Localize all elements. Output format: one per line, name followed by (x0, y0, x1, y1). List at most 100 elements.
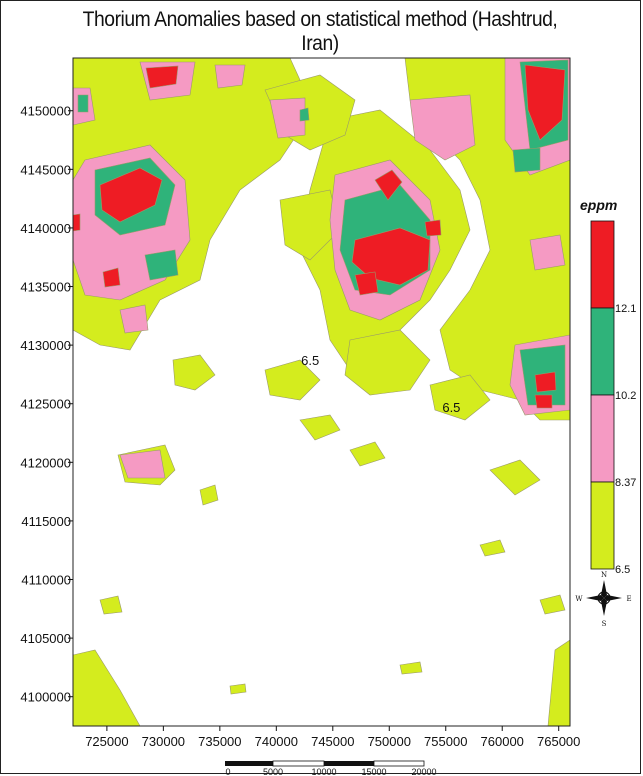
anomaly-low-patch (539, 594, 566, 615)
anomaly-high-patch (77, 94, 89, 113)
anomaly-low-patch (73, 649, 141, 726)
anomaly-top-patch (424, 219, 442, 237)
y-tick-label: 4150000 (20, 104, 71, 119)
legend-unit: eppm (580, 197, 617, 213)
scale-label: 20000 (411, 767, 436, 776)
y-tick-label: 4110000 (21, 573, 71, 588)
anomaly-mid-patch (214, 64, 246, 89)
anomaly-low-patch (429, 374, 491, 421)
anomaly-low-patch (199, 484, 219, 506)
x-tick-label: 725000 (85, 734, 128, 749)
compass-n: N (601, 571, 607, 579)
scale-label: 0 (225, 767, 230, 776)
anomaly-high-patch (512, 147, 541, 173)
x-tick-label: 750000 (368, 734, 411, 749)
compass-east-arrow (604, 595, 622, 601)
anomaly-top-patch (99, 167, 163, 223)
scale-segment-4 (373, 760, 425, 767)
anomaly-low-patch (172, 354, 216, 391)
anomaly-low-patch (344, 329, 431, 396)
anomaly-high-patch (144, 249, 179, 281)
legend-swatches (590, 220, 615, 570)
anomaly-top-patch (534, 394, 553, 409)
compass-rose: N S E W (575, 571, 631, 628)
contour-label: 6.5 (301, 353, 319, 368)
x-axis: 725000 730000 735000 740000 745000 750000 7550… (85, 726, 580, 749)
anomaly-map-layer (73, 58, 570, 726)
anomaly-top-patch (145, 65, 179, 89)
anomaly-top-patch (374, 169, 403, 201)
y-tick-label: 4130000 (20, 338, 71, 353)
y-tick-label: 4125000 (20, 397, 71, 412)
anomaly-mid-patch (269, 97, 306, 139)
contour-labels: 6.5 6.5 (301, 353, 460, 415)
y-axis: 4100000 4105000 4110000 4115000 4120000 41250… (20, 104, 73, 705)
y-tick-label: 4115000 (21, 514, 71, 529)
anomaly-low-patch (479, 539, 506, 557)
anomaly-low-patch (489, 459, 541, 496)
compass-south-arrow (601, 598, 607, 616)
scale-segment-2 (272, 760, 325, 767)
legend-break-label: 12.1 (615, 303, 636, 315)
legend-break-label: 10.2 (615, 390, 636, 402)
x-tick-label: 755000 (424, 734, 467, 749)
anomaly-class-top (73, 64, 566, 409)
y-tick-label: 4120000 (20, 455, 71, 470)
compass-w: W (575, 595, 583, 603)
anomaly-top-patch (351, 227, 431, 286)
legend: eppm 12.1 10.2 8.37 6.5 (580, 197, 636, 576)
scale-label: 10000 (311, 767, 336, 776)
y-tick-label: 4105000 (20, 631, 71, 646)
y-tick-label: 4145000 (20, 162, 71, 177)
legend-break-label: 6.5 (615, 564, 630, 576)
anomaly-mid-patch (119, 449, 166, 479)
legend-swatch (590, 481, 615, 570)
compass-e: E (626, 595, 631, 603)
scale-segment-3 (324, 761, 374, 766)
anomaly-top-patch (524, 64, 566, 141)
y-tick-label: 4140000 (20, 221, 71, 236)
contour-label: 6.5 (442, 400, 460, 415)
anomaly-top-patch (102, 267, 121, 288)
anomaly-mid-patch (529, 234, 566, 271)
legend-swatch (590, 220, 615, 309)
legend-labels: 12.1 10.2 8.37 6.5 (615, 303, 636, 576)
anomaly-mid-patch (119, 304, 149, 334)
scale-segment-1 (225, 761, 273, 766)
anomaly-low-patch (279, 189, 341, 261)
anomaly-low-patch (399, 661, 423, 675)
legend-swatch (590, 394, 615, 483)
anomaly-low-patch (349, 441, 386, 467)
x-tick-label: 730000 (142, 734, 185, 749)
legend-swatch (590, 307, 615, 396)
anomaly-low-patch (99, 595, 123, 615)
scale-labels: 0 5000 10000 15000 20000 (225, 767, 436, 776)
x-tick-label: 745000 (311, 734, 354, 749)
anomaly-low-patch (264, 359, 321, 401)
anomaly-low-patch (229, 683, 247, 695)
x-tick-label: 735000 (198, 734, 241, 749)
compass-s: S (602, 620, 607, 628)
scale-label: 5000 (263, 767, 283, 776)
x-tick-label: 740000 (255, 734, 298, 749)
y-tick-label: 4135000 (20, 280, 71, 295)
y-tick-label: 4100000 (20, 690, 71, 705)
anomaly-top-patch (73, 213, 81, 232)
legend-break-label: 8.37 (615, 477, 636, 489)
scale-label: 15000 (361, 767, 386, 776)
compass-west-arrow (586, 595, 604, 601)
anomaly-low-patch (547, 639, 570, 726)
anomaly-mid-patch (409, 94, 476, 161)
x-tick-label: 760000 (481, 734, 524, 749)
anomaly-top-patch (534, 371, 557, 393)
compass-north-arrow (601, 580, 607, 598)
plot-area-border (72, 57, 571, 727)
map-title: Thorium Anomalies based on statistical m… (82, 8, 558, 55)
anomaly-top-patch (354, 271, 379, 296)
anomaly-high-patch (299, 107, 310, 122)
x-tick-label: 765000 (537, 734, 580, 749)
scale-bar: 0 5000 10000 15000 20000 (225, 760, 437, 776)
anomaly-low-patch (299, 414, 341, 441)
